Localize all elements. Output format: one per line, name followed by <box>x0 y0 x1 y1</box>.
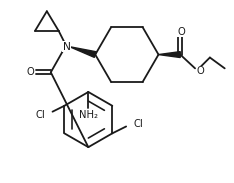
Polygon shape <box>69 47 96 57</box>
Text: Cl: Cl <box>133 119 143 128</box>
Text: Cl: Cl <box>36 110 46 120</box>
Text: N: N <box>63 42 70 52</box>
Text: O: O <box>26 67 34 77</box>
Text: O: O <box>196 66 204 76</box>
Text: NH₂: NH₂ <box>79 110 98 120</box>
Polygon shape <box>158 52 180 57</box>
Text: O: O <box>177 27 185 37</box>
